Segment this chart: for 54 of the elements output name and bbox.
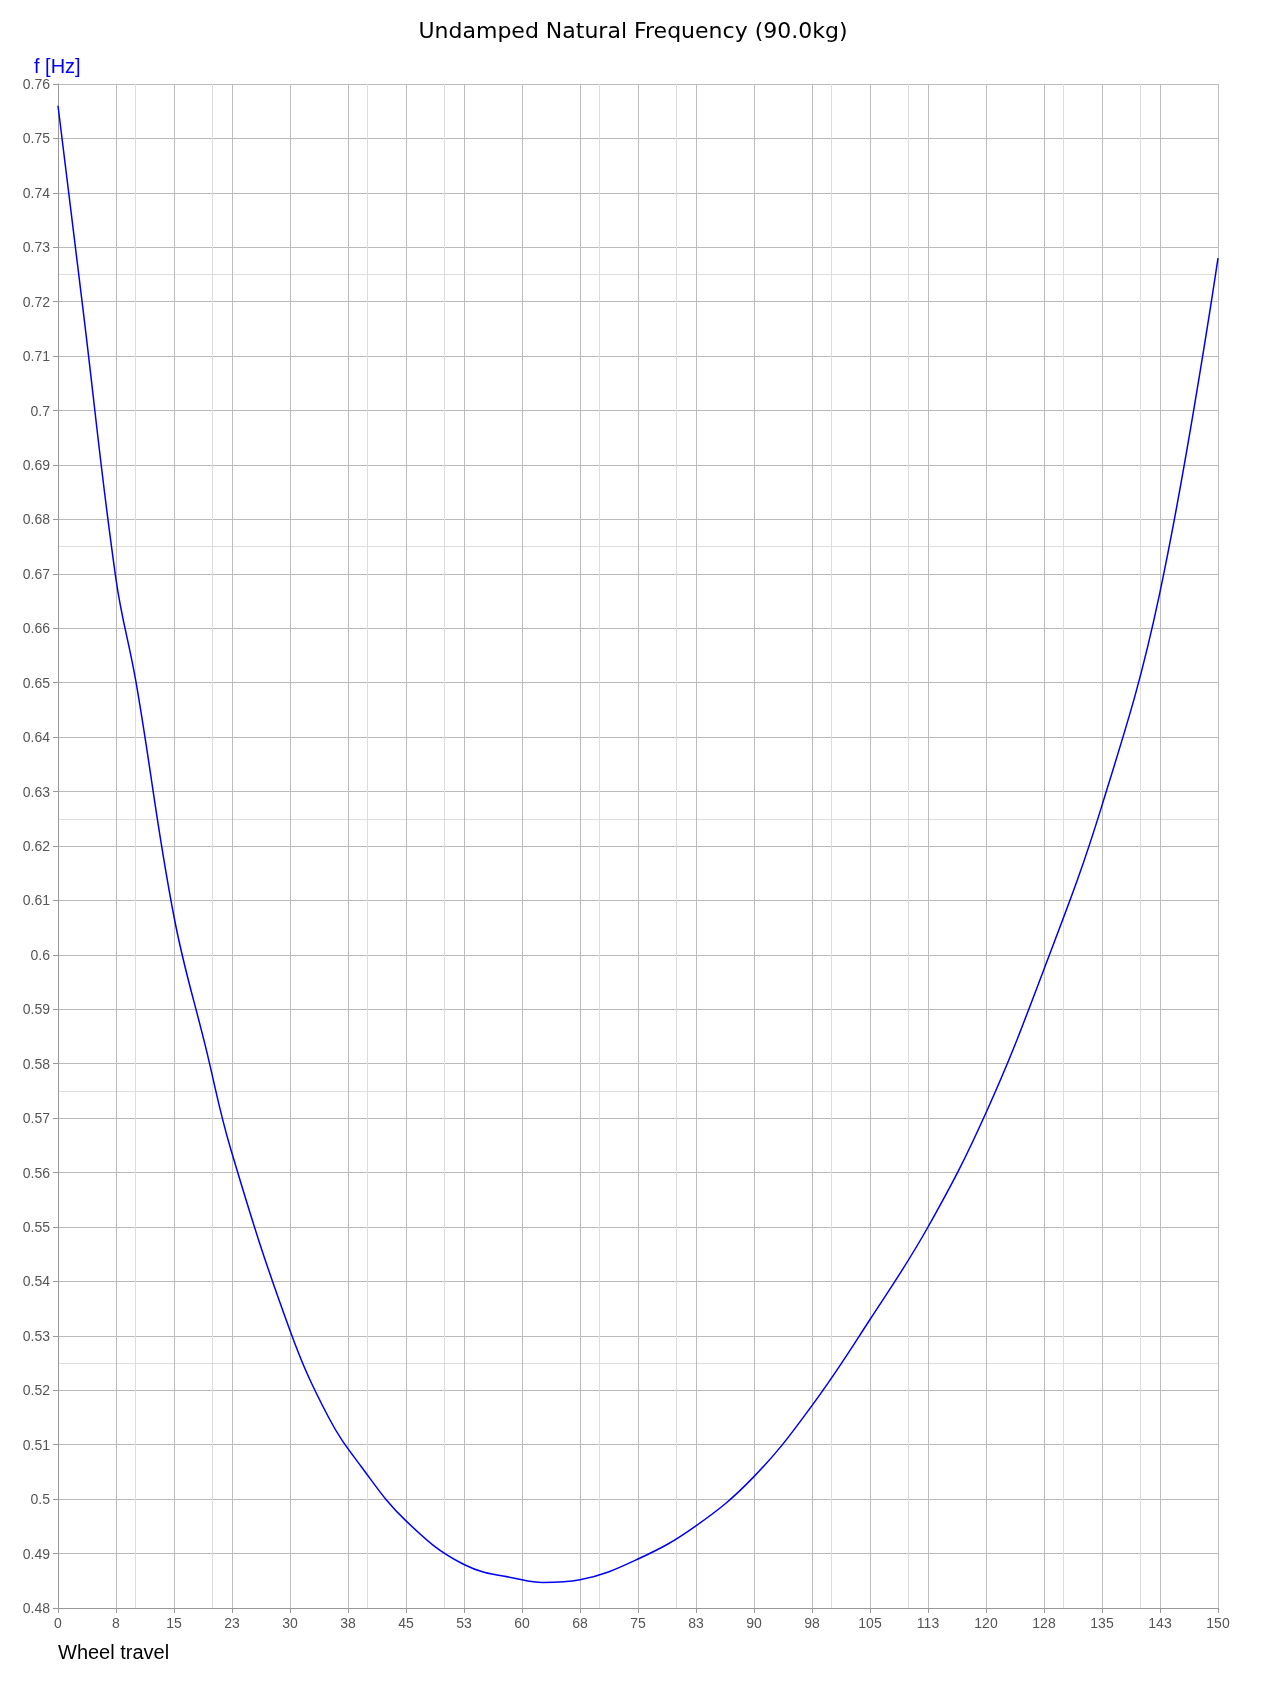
x-tick-label: 135 bbox=[1090, 1615, 1114, 1631]
x-tick-label: 105 bbox=[858, 1615, 882, 1631]
chart-title: Undamped Natural Frequency (90.0kg) bbox=[418, 17, 848, 43]
x-tick-label: 75 bbox=[630, 1615, 646, 1631]
x-tick-label: 30 bbox=[282, 1615, 298, 1631]
y-tick-label: 0.51 bbox=[22, 1436, 51, 1453]
y-tick-label: 0.74 bbox=[22, 184, 51, 201]
y-tick-label: 0.65 bbox=[22, 674, 51, 691]
y-tick-label: 0.75 bbox=[22, 130, 51, 147]
y-tick-label: 0.68 bbox=[22, 511, 51, 528]
x-tick-label: 8 bbox=[112, 1615, 121, 1631]
x-tick-label: 0 bbox=[54, 1615, 63, 1631]
y-tick-label: 0.57 bbox=[22, 1110, 51, 1127]
x-tick-label: 90 bbox=[746, 1615, 762, 1631]
y-tick-label: 0.5 bbox=[30, 1491, 51, 1508]
x-tick-label: 128 bbox=[1032, 1615, 1056, 1631]
y-tick-label: 0.54 bbox=[22, 1273, 51, 1290]
x-tick-label: 68 bbox=[572, 1615, 588, 1631]
x-tick-label: 113 bbox=[916, 1615, 940, 1631]
y-tick-label: 0.7 bbox=[30, 402, 51, 419]
y-tick-label: 0.67 bbox=[22, 565, 51, 582]
x-tick-label: 53 bbox=[456, 1615, 472, 1631]
x-tick-label: 60 bbox=[514, 1615, 530, 1631]
y-tick-label: 0.48 bbox=[22, 1600, 51, 1616]
x-axis-title: Wheel travel bbox=[58, 1641, 170, 1663]
x-tick-label: 15 bbox=[166, 1615, 182, 1631]
x-tick-label: 38 bbox=[340, 1615, 356, 1631]
x-tick-label: 143 bbox=[1148, 1615, 1172, 1631]
y-tick-label: 0.76 bbox=[22, 76, 51, 92]
y-tick-label: 0.52 bbox=[22, 1382, 51, 1399]
y-tick-label: 0.53 bbox=[22, 1327, 51, 1344]
x-tick-label: 120 bbox=[974, 1615, 998, 1631]
x-tick-label: 150 bbox=[1206, 1615, 1230, 1631]
line-series bbox=[57, 105, 1219, 1584]
y-tick-label: 0.71 bbox=[22, 348, 51, 365]
y-tick-label: 0.61 bbox=[22, 892, 51, 909]
y-axis-title: f [Hz] bbox=[34, 55, 81, 77]
y-tick-label: 0.58 bbox=[22, 1055, 51, 1072]
y-tick-label: 0.63 bbox=[22, 783, 51, 800]
y-tick-label: 0.6 bbox=[30, 946, 51, 963]
y-tick-label: 0.59 bbox=[22, 1001, 51, 1018]
y-tick-label: 0.72 bbox=[22, 293, 51, 310]
y-tick-label: 0.55 bbox=[22, 1219, 51, 1235]
x-tick-label: 83 bbox=[688, 1615, 704, 1631]
y-tick-label: 0.64 bbox=[22, 729, 51, 746]
y-tick-label: 0.49 bbox=[22, 1545, 51, 1562]
y-tick-label: 0.62 bbox=[22, 838, 51, 854]
y-tick-label: 0.73 bbox=[22, 239, 51, 256]
x-tick-label: 45 bbox=[398, 1615, 414, 1631]
y-tick-label: 0.56 bbox=[22, 1164, 51, 1181]
y-tick-label: 0.69 bbox=[22, 457, 51, 473]
x-tick-label: 98 bbox=[804, 1615, 820, 1631]
y-tick-label: 0.66 bbox=[22, 620, 51, 637]
x-tick-label: 23 bbox=[224, 1615, 240, 1631]
